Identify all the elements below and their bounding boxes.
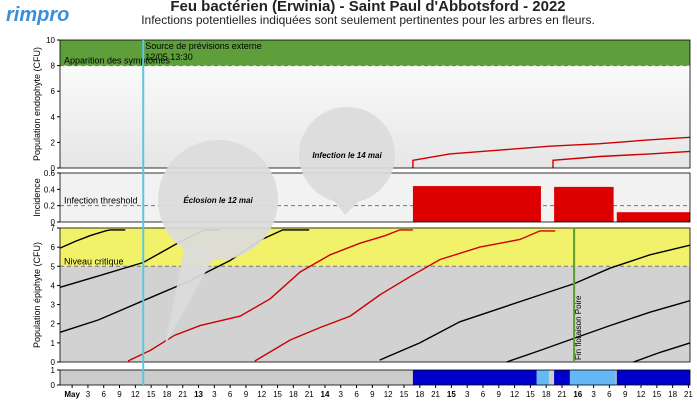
y-tick-label: 0 (51, 358, 56, 367)
y-axis-label: Population endophyte (CFU) (32, 47, 42, 161)
bar (554, 186, 614, 222)
x-tick-label: 9 (497, 390, 502, 399)
plot-frame (59, 227, 691, 363)
bar (554, 370, 570, 385)
x-tick-label: 3 (339, 390, 344, 399)
x-tick-label: 21 (558, 390, 567, 399)
bar (569, 370, 616, 385)
bar (616, 370, 690, 385)
x-tick-label: 21 (684, 390, 693, 399)
y-tick-label: 10 (46, 36, 55, 45)
y-tick-label: 1 (51, 366, 56, 375)
x-tick-label: 9 (244, 390, 249, 399)
x-tick-label: 6 (481, 390, 486, 399)
line (412, 136, 691, 168)
line (506, 300, 691, 363)
x-tick-label: 16 (573, 390, 582, 399)
y-tick-label: 2 (51, 320, 56, 329)
x-tick-label: 9 (117, 390, 122, 399)
y-tick-label: 5 (51, 262, 56, 271)
x-tick-label: 9 (623, 390, 628, 399)
x-tick-label: 3 (465, 390, 470, 399)
band (60, 228, 690, 267)
callout-text: Éclosion le 12 mai (183, 196, 253, 205)
line (59, 229, 126, 249)
callout-bubble (299, 107, 395, 203)
callout-tail (165, 245, 215, 345)
x-tick-label: 12 (384, 390, 393, 399)
bar (616, 212, 690, 222)
x-tick-label: 6 (354, 390, 359, 399)
x-tick-label: 21 (431, 390, 440, 399)
line (254, 230, 556, 362)
x-tick-label: 18 (542, 390, 551, 399)
plot-frame (59, 369, 691, 386)
x-tick-label: 15 (652, 390, 661, 399)
x-tick-label: 15 (273, 390, 282, 399)
y-tick-label: 6 (51, 243, 56, 252)
y-tick-label: 7 (51, 224, 56, 233)
logo: rimpro (6, 4, 69, 26)
x-tick-label: 18 (668, 390, 677, 399)
x-tick-label: 13 (194, 390, 203, 399)
threshold-label: Infection threshold (64, 196, 138, 206)
x-tick-label: 21 (178, 390, 187, 399)
bar (412, 186, 541, 222)
title: Feu bactérien (Erwinia) - Saint Paul d'A… (170, 0, 565, 15)
y-axis-label: Population épiphyte (CFU) (32, 242, 42, 348)
y-tick-label: 6 (51, 87, 56, 96)
y-tick-label: 0 (51, 381, 56, 390)
x-tick-label: 12 (257, 390, 266, 399)
threshold-label: Niveau critique (64, 256, 124, 266)
line (633, 342, 691, 363)
callout-text: Infection le 14 mai (312, 151, 382, 160)
x-tick-label: 9 (370, 390, 375, 399)
y-tick-label: 0.6 (44, 169, 56, 178)
x-tick-label: 15 (526, 390, 535, 399)
threshold-label: Apparition des symptômes (64, 56, 171, 66)
y-tick-label: 3 (51, 301, 56, 310)
y-tick-label: 0 (51, 218, 56, 227)
x-tick-label: May (64, 390, 80, 399)
line (379, 244, 691, 361)
x-tick-label: 14 (321, 390, 330, 399)
x-tick-label: 15 (147, 390, 156, 399)
y-tick-label: 0.4 (44, 185, 56, 194)
y-tick-label: 4 (51, 281, 56, 290)
x-tick-label: 12 (131, 390, 140, 399)
x-tick-label: 15 (400, 390, 409, 399)
x-tick-label: 18 (289, 390, 298, 399)
y-tick-label: 1 (51, 339, 56, 348)
line (127, 229, 413, 362)
forecast-time: 12/05 13:30 (145, 52, 193, 62)
y-axis-label: Incidence (32, 178, 42, 217)
subtitle: Infections potentielles indiquées sont s… (141, 13, 595, 27)
x-tick-label: 12 (637, 390, 646, 399)
band (60, 40, 690, 66)
bar (412, 370, 537, 385)
x-tick-label: 15 (447, 390, 456, 399)
x-tick-label: 6 (101, 390, 106, 399)
x-tick-label: 3 (591, 390, 596, 399)
line (552, 150, 691, 168)
y-tick-label: 8 (51, 62, 56, 71)
line (59, 229, 310, 333)
x-tick-label: 21 (305, 390, 314, 399)
bloom-end-label: Fin floraison Poire (574, 295, 583, 360)
y-tick-label: 0 (51, 164, 56, 173)
y-tick-label: 0.2 (44, 202, 56, 211)
x-tick-label: 3 (86, 390, 91, 399)
x-tick-label: 18 (415, 390, 424, 399)
x-tick-label: 6 (228, 390, 233, 399)
x-tick-label: 12 (510, 390, 519, 399)
forecast-label: Source de prévisions externe (145, 41, 262, 51)
y-tick-label: 2 (51, 138, 56, 147)
y-tick-label: 4 (51, 113, 56, 122)
x-tick-label: 18 (162, 390, 171, 399)
callout-bubble (158, 140, 278, 260)
x-tick-label: 3 (212, 390, 217, 399)
bar (536, 370, 549, 385)
x-tick-label: 6 (607, 390, 612, 399)
